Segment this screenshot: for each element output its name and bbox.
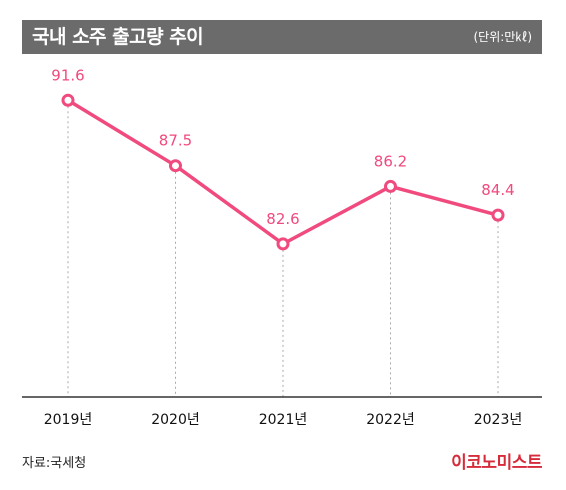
data-point (61, 93, 75, 107)
data-point (384, 179, 397, 193)
data-point (276, 237, 290, 251)
title-bar: 국내 소주 출고량 추이 (단위:만㎘) (22, 20, 542, 54)
unit-label: (단위:만㎘) (473, 30, 532, 44)
publisher-logo: 이코노미스트 (451, 453, 542, 473)
x-tick-label: 2022년 (366, 412, 415, 428)
data-point (491, 208, 505, 222)
x-tick-label: 2023년 (474, 412, 523, 428)
x-tick-label: 2021년 (259, 412, 308, 428)
data-label: 86.2 (374, 152, 407, 170)
data-label: 87.5 (159, 132, 192, 150)
data-label: 91.6 (51, 66, 84, 84)
data-label: 82.6 (266, 210, 299, 228)
line-chart: 91.6 87.5 82.6 86.2 84.4 2019년 2020년 2021년 2022년… (22, 66, 542, 428)
x-tick-label: 2019년 (44, 412, 93, 428)
source-label: 자료:국세청 (22, 456, 87, 471)
data-point (169, 159, 182, 173)
x-tick-label: 2020년 (151, 412, 200, 428)
chart-title: 국내 소주 출고량 추이 (32, 26, 204, 48)
data-label: 84.4 (481, 181, 514, 199)
